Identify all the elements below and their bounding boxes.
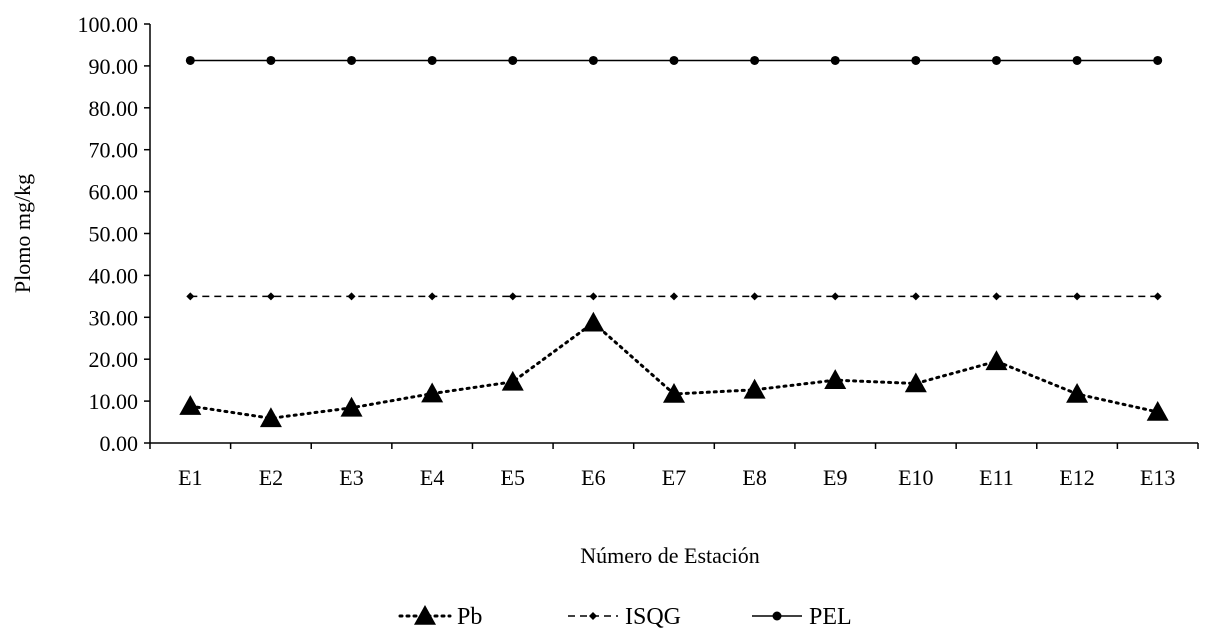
y-tick-label: 0.00 <box>100 431 139 456</box>
x-tick-label: E3 <box>339 465 363 490</box>
series-isqg <box>186 292 1162 301</box>
data-point-pel <box>1153 55 1163 65</box>
x-tick-label: E9 <box>823 465 847 490</box>
x-tick-label: E8 <box>742 465 766 490</box>
data-point-pb <box>501 370 524 391</box>
legend-marker-pel <box>772 611 782 621</box>
series-pel <box>185 55 1163 65</box>
series-pb <box>179 311 1169 428</box>
legend: Pb ISQG PEL <box>398 604 852 630</box>
x-tick-label: E4 <box>420 465 444 490</box>
tick-labels-layer: 0.00 10.00 20.00 30.00 40.00 50.00 60.00 70.00 8… <box>78 12 1176 490</box>
y-tick-label: 100.00 <box>78 12 139 37</box>
plot-series-layer <box>179 55 1169 428</box>
y-tick-label: 10.00 <box>89 389 139 414</box>
axes-layer <box>144 23 1199 449</box>
legend-marker-isqg <box>589 612 597 620</box>
x-tick-label: E6 <box>581 465 605 490</box>
y-tick-label: 20.00 <box>89 347 139 372</box>
legend-label-pel: PEL <box>809 604 852 630</box>
y-tick-label: 80.00 <box>89 96 139 121</box>
data-point-pel <box>669 55 679 65</box>
y-tick-label: 50.00 <box>89 222 139 247</box>
data-point-isqg <box>670 292 678 301</box>
y-axis-title: Plomo mg/kg <box>10 174 35 293</box>
data-point-isqg <box>508 292 517 301</box>
y-tick-label: 30.00 <box>89 305 139 330</box>
data-point-pb <box>340 396 363 417</box>
legend-item-pb: Pb <box>398 604 482 630</box>
y-tick-label: 70.00 <box>89 138 139 163</box>
data-point-isqg <box>266 292 275 301</box>
data-point-pel <box>991 55 1001 65</box>
data-point-isqg <box>831 292 840 301</box>
data-point-pb <box>985 350 1008 371</box>
data-point-pel <box>750 55 760 65</box>
x-tick-label: E2 <box>259 465 283 490</box>
data-point-isqg <box>186 292 195 301</box>
data-point-pel <box>427 55 437 65</box>
data-point-pb <box>663 382 685 403</box>
data-point-isqg <box>1153 292 1162 301</box>
data-point-pb <box>1146 400 1169 421</box>
x-axis-title: Número de Estación <box>580 543 760 568</box>
legend-label-pb: Pb <box>457 604 482 630</box>
data-point-pel <box>508 55 518 65</box>
legend-marker-pb <box>414 605 436 625</box>
data-point-isqg <box>589 292 598 301</box>
data-point-isqg <box>911 292 920 301</box>
x-tick-label: E11 <box>979 465 1014 490</box>
data-point-isqg <box>428 292 437 301</box>
data-point-pb <box>743 378 766 399</box>
data-point-pel <box>1072 55 1082 65</box>
data-point-pb <box>904 372 927 393</box>
data-point-pel <box>266 55 276 65</box>
data-point-pel <box>347 55 357 65</box>
data-point-isqg <box>750 292 759 301</box>
data-point-isqg <box>992 292 1001 301</box>
x-tick-label: E12 <box>1059 465 1094 490</box>
legend-item-pel: PEL <box>752 604 852 630</box>
series-line-pb <box>188 320 1160 420</box>
legend-label-isqg: ISQG <box>625 604 681 630</box>
data-point-isqg <box>347 292 356 301</box>
data-point-pel <box>588 55 598 65</box>
x-tick-label: E5 <box>501 465 525 490</box>
data-point-pel <box>185 55 195 65</box>
x-tick-label: E7 <box>662 465 686 490</box>
y-tick-label: 40.00 <box>89 263 139 288</box>
y-tick-label: 90.00 <box>89 54 139 79</box>
data-point-pel <box>911 55 921 65</box>
data-point-pel <box>830 55 840 65</box>
data-point-pb <box>421 382 444 403</box>
x-tick-label: E1 <box>178 465 202 490</box>
data-point-pb <box>259 407 282 428</box>
data-point-isqg <box>1073 292 1082 301</box>
data-point-pb <box>1066 382 1089 403</box>
y-tick-label: 60.00 <box>89 180 139 205</box>
data-point-pb <box>824 369 847 389</box>
data-point-pb <box>582 311 605 332</box>
x-tick-label: E10 <box>898 465 933 490</box>
x-tick-label: E13 <box>1140 465 1175 490</box>
legend-item-isqg: ISQG <box>568 604 681 630</box>
data-point-pb <box>179 395 202 415</box>
